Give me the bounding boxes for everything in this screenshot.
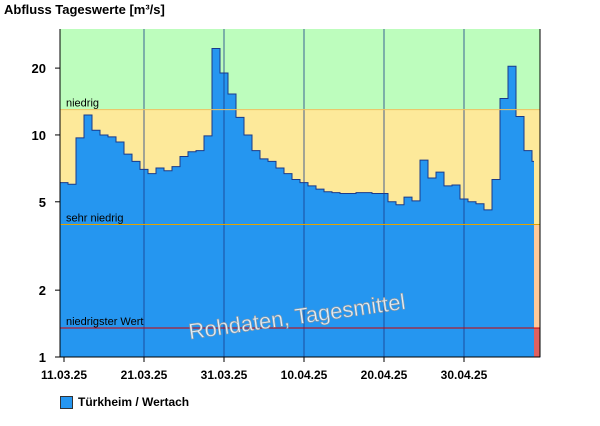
y-tick-label: 5 xyxy=(39,195,46,210)
threshold-label: niedrigster Wert xyxy=(66,316,143,328)
x-tick-label: 21.03.25 xyxy=(121,368,168,382)
x-tick-label: 11.03.25 xyxy=(41,368,87,382)
series-area xyxy=(59,48,541,358)
legend-label: Türkheim / Wertach xyxy=(78,395,190,409)
y-tick-label: 20 xyxy=(32,61,46,76)
threshold-label: sehr niedrig xyxy=(66,213,123,225)
x-tick-label: 20.04.25 xyxy=(361,368,408,382)
legend-swatch xyxy=(60,395,73,409)
chart-title: Abfluss Tageswerte [m³/s] xyxy=(4,2,165,17)
threshold-label: niedrig xyxy=(66,98,99,110)
y-tick-label: 10 xyxy=(32,128,46,143)
edge-strip-very-low xyxy=(534,224,540,329)
y-tick-label: 2 xyxy=(39,283,46,298)
legend: Türkheim / Wertach xyxy=(60,395,189,409)
band-0 xyxy=(60,29,540,110)
y-tick-label: 1 xyxy=(39,350,46,365)
x-tick-label: 10.04.25 xyxy=(281,368,328,382)
x-tick-label: 30.04.25 xyxy=(441,368,488,382)
x-tick-label: 31.03.25 xyxy=(201,368,248,382)
edge-strip-low xyxy=(534,109,540,225)
edge-strip-lowest xyxy=(534,328,540,357)
